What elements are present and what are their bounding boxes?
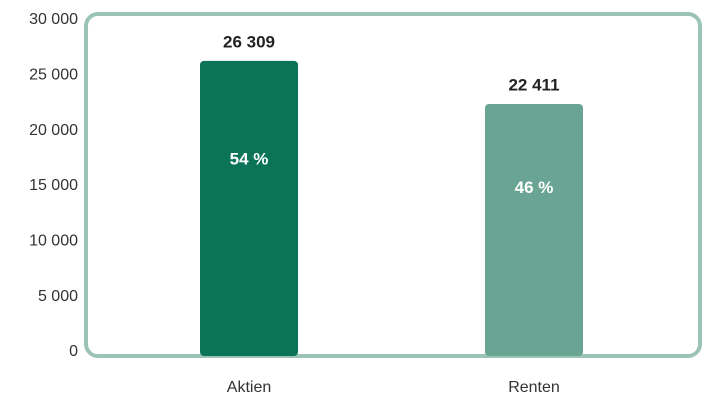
share-label: 54 %	[230, 149, 269, 168]
y-tick-label: 30 000	[29, 11, 78, 28]
share-label: 46 %	[515, 178, 554, 197]
x-tick-label: Renten	[508, 379, 560, 396]
y-tick-label: 20 000	[29, 122, 78, 139]
y-tick-label: 10 000	[29, 233, 78, 250]
value-label: 22 411	[508, 75, 559, 94]
y-tick-label: 5 000	[38, 288, 78, 305]
x-tick-label: Aktien	[227, 379, 271, 396]
plot-frame	[84, 12, 702, 358]
y-tick-label: 25 000	[29, 67, 78, 84]
bar	[200, 60, 298, 356]
y-tick-label: 0	[69, 343, 78, 360]
y-tick-label: 15 000	[29, 177, 78, 194]
value-label: 26 309	[223, 32, 275, 51]
bar	[485, 103, 583, 357]
